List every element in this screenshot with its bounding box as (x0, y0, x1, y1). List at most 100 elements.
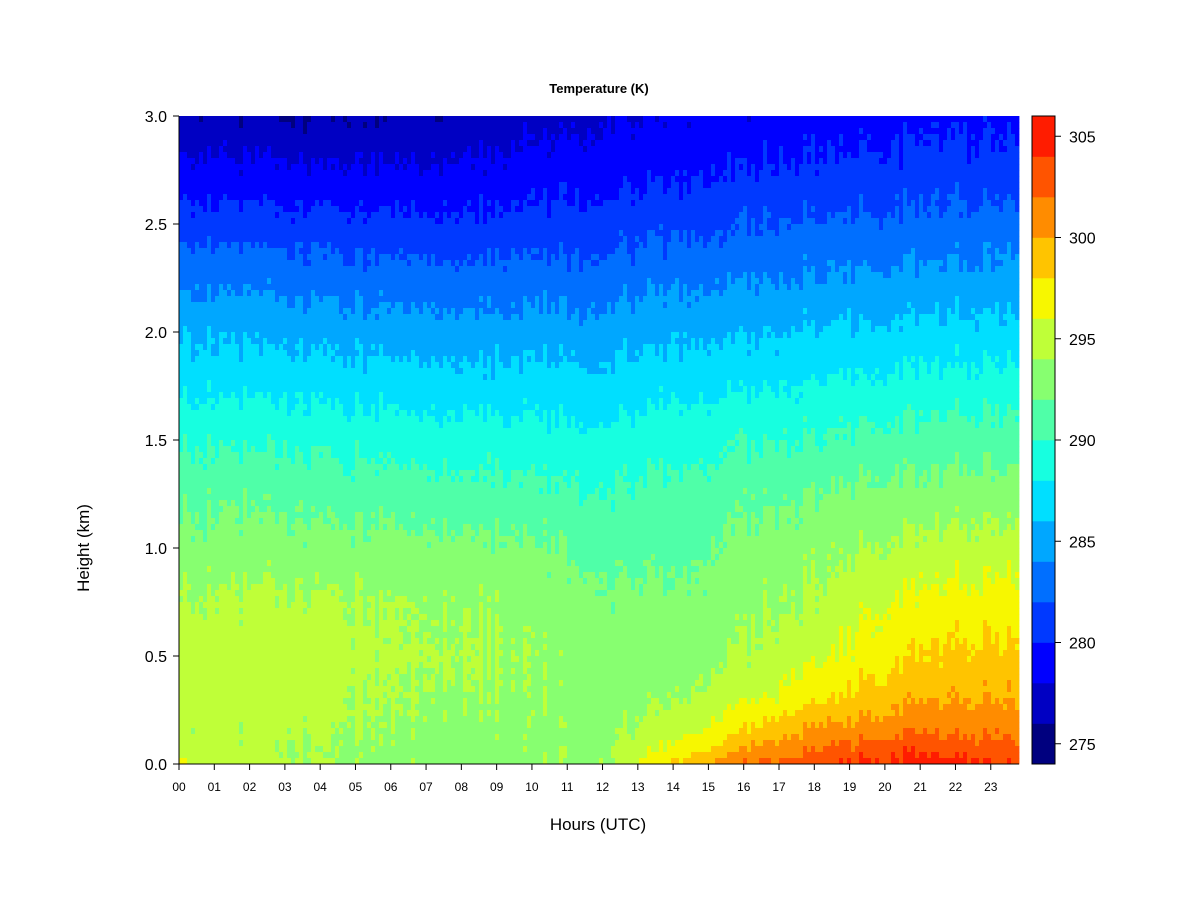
heatmap-cell (279, 704, 283, 710)
heatmap-cell (355, 500, 359, 506)
heatmap-cell (223, 194, 227, 200)
heatmap-cell (323, 206, 327, 212)
heatmap-cell (195, 158, 199, 164)
heatmap-cell (267, 182, 271, 188)
heatmap-cell (247, 566, 251, 572)
heatmap-cell (267, 194, 271, 200)
heatmap-cell (327, 116, 331, 122)
heatmap-cell (307, 182, 311, 188)
heatmap-cell (331, 578, 335, 584)
heatmap-cell (211, 662, 215, 668)
heatmap-cell (279, 386, 283, 392)
heatmap-cell (223, 338, 227, 344)
heatmap-cell (263, 578, 267, 584)
heatmap-cell (303, 710, 307, 716)
heatmap-cell (259, 488, 263, 494)
heatmap-cell (295, 746, 299, 752)
heatmap-cell (343, 650, 347, 656)
heatmap-cell (323, 368, 327, 374)
heatmap-cell (223, 440, 227, 446)
heatmap-cell (203, 746, 207, 752)
heatmap-cell (247, 368, 251, 374)
heatmap-cell (183, 446, 187, 452)
heatmap-cell (339, 434, 343, 440)
heatmap-cell (339, 620, 343, 626)
heatmap-cell (219, 278, 223, 284)
heatmap-cell (263, 272, 267, 278)
heatmap-cell (191, 278, 195, 284)
heatmap-cell (331, 302, 335, 308)
heatmap-cell (343, 140, 347, 146)
heatmap-cell (307, 170, 311, 176)
heatmap-cell (211, 194, 215, 200)
heatmap-cell (359, 296, 363, 302)
heatmap-cell (319, 368, 323, 374)
heatmap-cell (223, 740, 227, 746)
heatmap-cell (239, 698, 243, 704)
heatmap-cell (287, 248, 291, 254)
heatmap-cell (271, 368, 275, 374)
heatmap-cell (243, 206, 247, 212)
heatmap-cell (191, 116, 195, 122)
heatmap-cell (351, 284, 355, 290)
heatmap-cell (339, 524, 343, 530)
heatmap-cell (179, 698, 183, 704)
heatmap-cell (247, 680, 251, 686)
heatmap-cell (231, 338, 235, 344)
heatmap-cell (343, 638, 347, 644)
heatmap-cell (287, 308, 291, 314)
heatmap-cell (183, 614, 187, 620)
heatmap-cell (187, 368, 191, 374)
heatmap-cell (299, 416, 303, 422)
heatmap-cell (347, 380, 351, 386)
heatmap-cell (287, 338, 291, 344)
heatmap-cell (215, 314, 219, 320)
heatmap-cell (195, 344, 199, 350)
heatmap-cell (303, 152, 307, 158)
heatmap-cell (319, 350, 323, 356)
heatmap-cell (263, 734, 267, 740)
heatmap-cell (203, 332, 207, 338)
heatmap-cell (255, 668, 259, 674)
heatmap-cell (295, 728, 299, 734)
heatmap-cell (251, 350, 255, 356)
heatmap-cell (311, 548, 315, 554)
heatmap-cell (287, 506, 291, 512)
heatmap-cell (215, 332, 219, 338)
heatmap-cell (279, 542, 283, 548)
heatmap-cell (191, 686, 195, 692)
heatmap-cell (331, 194, 335, 200)
heatmap-cell (327, 662, 331, 668)
heatmap-cell (219, 302, 223, 308)
heatmap-cell (203, 404, 207, 410)
heatmap-cell (283, 506, 287, 512)
heatmap-cell (215, 614, 219, 620)
heatmap-cell (323, 638, 327, 644)
heatmap-cell (251, 470, 255, 476)
heatmap-cell (243, 314, 247, 320)
heatmap-cell (279, 146, 283, 152)
heatmap-cell (239, 140, 243, 146)
heatmap-cell (219, 206, 223, 212)
heatmap-cell (219, 530, 223, 536)
heatmap-cell (243, 188, 247, 194)
heatmap-cell (319, 302, 323, 308)
heatmap-cell (223, 470, 227, 476)
heatmap-cell (187, 338, 191, 344)
heatmap-cell (363, 254, 367, 260)
heatmap-cell (355, 344, 359, 350)
heatmap-cell (275, 380, 279, 386)
heatmap-cell (327, 542, 331, 548)
heatmap-cell (331, 332, 335, 338)
heatmap-cell (191, 338, 195, 344)
heatmap-cell (299, 482, 303, 488)
heatmap-cell (359, 140, 363, 146)
heatmap-cell (259, 662, 263, 668)
heatmap-cell (295, 686, 299, 692)
heatmap-cell (231, 278, 235, 284)
heatmap-cell (199, 314, 203, 320)
heatmap-cell (291, 326, 295, 332)
heatmap-cell (295, 494, 299, 500)
heatmap-cell (207, 452, 211, 458)
heatmap-cell (339, 440, 343, 446)
